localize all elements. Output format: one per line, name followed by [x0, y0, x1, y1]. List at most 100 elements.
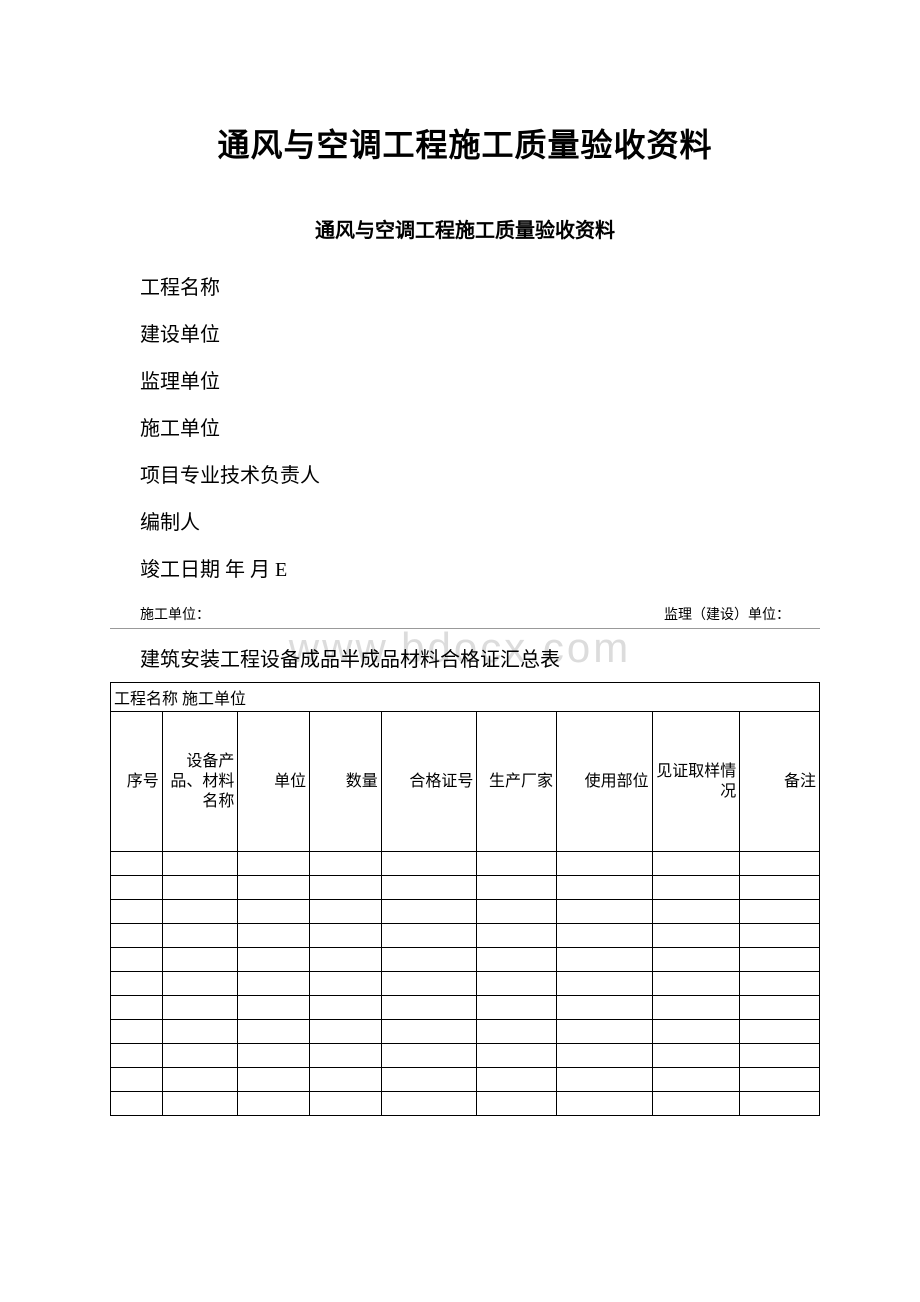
- table-cell: [381, 852, 477, 876]
- col-name: 设备产品、材料名称: [162, 712, 238, 852]
- table-cell: [381, 924, 477, 948]
- table-row: [111, 1044, 820, 1068]
- table-cell: [310, 1044, 382, 1068]
- table-cell: [557, 852, 653, 876]
- field-project-name: 工程名称: [110, 271, 820, 300]
- document-page: 通风与空调工程施工质量验收资料 通风与空调工程施工质量验收资料 工程名称 建设单…: [0, 0, 920, 1176]
- field-contractor: 施工单位: [110, 412, 820, 441]
- table-row: [111, 972, 820, 996]
- table-cell: [162, 1044, 238, 1068]
- col-seq: 序号: [111, 712, 163, 852]
- table-cell: [740, 924, 820, 948]
- table-cell: [111, 972, 163, 996]
- certificate-summary-table: 工程名称 施工单位 序号 设备产品、材料名称 单位 数量 合格证号 生产厂家 使…: [110, 682, 820, 1116]
- table-cell: [162, 996, 238, 1020]
- table-cell: [162, 852, 238, 876]
- table-cell: [740, 972, 820, 996]
- table-cell: [238, 948, 310, 972]
- table-cell: [310, 900, 382, 924]
- table-cell: [652, 1092, 740, 1116]
- table-row: [111, 1092, 820, 1116]
- table-cell: [111, 876, 163, 900]
- table-cell: [310, 1068, 382, 1092]
- table-cell: [111, 1092, 163, 1116]
- table-cell: [477, 972, 557, 996]
- table-cell: [477, 1092, 557, 1116]
- table-cell: [652, 1020, 740, 1044]
- table-cell: [111, 924, 163, 948]
- table-cell: [111, 948, 163, 972]
- units-right: 监理（建设）单位：: [664, 604, 790, 624]
- table-cell: [238, 1020, 310, 1044]
- main-title: 通风与空调工程施工质量验收资料: [110, 120, 820, 166]
- table-cell: [238, 852, 310, 876]
- table-cell: [162, 1092, 238, 1116]
- table-cell: [381, 1092, 477, 1116]
- table-cell: [238, 876, 310, 900]
- table-cell: [310, 948, 382, 972]
- table-cell: [310, 852, 382, 876]
- table-cell: [740, 1020, 820, 1044]
- table-cell: [557, 1092, 653, 1116]
- table-cell: [111, 852, 163, 876]
- col-unit: 单位: [238, 712, 310, 852]
- table-cell: [162, 972, 238, 996]
- table-cell: [477, 876, 557, 900]
- table-cell: [652, 1068, 740, 1092]
- table-cell: [111, 996, 163, 1020]
- table-cell: [652, 924, 740, 948]
- table-cell: [111, 900, 163, 924]
- table-cell: [652, 1044, 740, 1068]
- table-cell: [652, 996, 740, 1020]
- units-left: 施工单位：: [140, 604, 210, 624]
- table-row: [111, 948, 820, 972]
- table-header-row: 序号 设备产品、材料名称 单位 数量 合格证号 生产厂家 使用部位 见证取样情况…: [111, 712, 820, 852]
- table-cell: [238, 1068, 310, 1092]
- table-cell: [740, 1044, 820, 1068]
- table-row: [111, 852, 820, 876]
- table-cell: [310, 924, 382, 948]
- table-cell: [557, 996, 653, 1020]
- table-cell: [238, 1044, 310, 1068]
- table-cell: [310, 972, 382, 996]
- table-row: [111, 900, 820, 924]
- table-cell: [477, 1068, 557, 1092]
- table-cell: [740, 1068, 820, 1092]
- table-cell: [111, 1020, 163, 1044]
- table-cell: [310, 1092, 382, 1116]
- table-cell: [238, 996, 310, 1020]
- table-cell: [111, 1044, 163, 1068]
- table-cell: [162, 924, 238, 948]
- table-cell: [381, 972, 477, 996]
- table-cell: [162, 900, 238, 924]
- table-cell: [310, 876, 382, 900]
- table-cell: [740, 948, 820, 972]
- table-cell: [162, 948, 238, 972]
- table-cell: [477, 996, 557, 1020]
- table-cell: [557, 972, 653, 996]
- table-cell: [652, 972, 740, 996]
- table-cell: [557, 1044, 653, 1068]
- table-cell: [652, 876, 740, 900]
- table-cell: [652, 948, 740, 972]
- table-cell: [557, 900, 653, 924]
- table-cell: [381, 1068, 477, 1092]
- table-cell: [381, 1044, 477, 1068]
- table-cell: [652, 900, 740, 924]
- table-row: [111, 1068, 820, 1092]
- col-mfr: 生产厂家: [477, 712, 557, 852]
- table-row: [111, 1020, 820, 1044]
- table-cell: [310, 1020, 382, 1044]
- table-cell: [381, 948, 477, 972]
- table-cell: [557, 876, 653, 900]
- table-cell: [477, 1044, 557, 1068]
- table-cell: [238, 900, 310, 924]
- col-use: 使用部位: [557, 712, 653, 852]
- table-body: [111, 852, 820, 1116]
- table-row: [111, 876, 820, 900]
- field-builder: 建设单位: [110, 318, 820, 347]
- field-supervisor: 监理单位: [110, 365, 820, 394]
- table-cell: [111, 1068, 163, 1092]
- table-cell: [740, 1092, 820, 1116]
- table-cell: [740, 876, 820, 900]
